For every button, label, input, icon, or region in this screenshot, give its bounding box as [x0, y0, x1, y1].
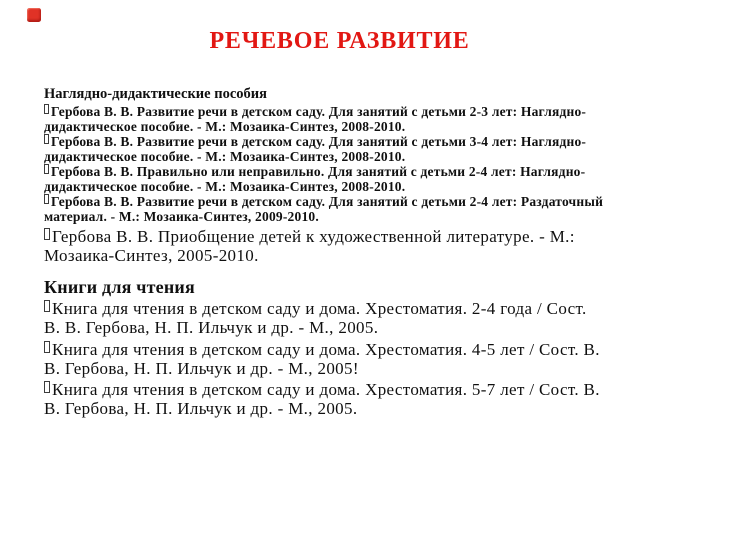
red-corner-marker — [27, 8, 41, 22]
bibliography-item: Гербова В. В. Развитие речи в детском са… — [44, 134, 704, 164]
item-line: дидактическое пособие. - М.: Мозаика-Син… — [44, 148, 406, 164]
bibliography-item: Гербова В. В. Развитие речи в детском са… — [44, 104, 704, 134]
bibliography-item: Книга для чтения в детском саду и дома. … — [44, 340, 704, 378]
item-line: Гербова В. В. Правильно или неправильно.… — [44, 164, 704, 180]
bibliography-item: Гербова В. В. Развитие речи в детском са… — [44, 194, 704, 224]
bullet-box-icon — [44, 381, 50, 393]
bullet-box-icon — [44, 340, 50, 353]
item-line: В. Гербова, Н. П. Ильчук и др. - М., 200… — [44, 358, 359, 378]
item-text: Гербова В. В. Развитие речи в детском са… — [51, 194, 604, 209]
bullet-box-icon — [44, 300, 50, 312]
bullet-box-icon — [44, 194, 49, 204]
item-text: Гербова В. В. Приобщение детей к художес… — [52, 227, 575, 246]
item-line: Гербова В. В. Развитие речи в детском са… — [44, 134, 704, 150]
slide-body: Наглядно-дидактические пособия Гербова В… — [44, 86, 704, 418]
item-line: В. В. Гербова, Н. П. Ильчук и др. - М., … — [44, 318, 379, 337]
item-line: Гербова В. В. Развитие речи в детском са… — [44, 104, 704, 120]
item-line: Гербова В. В. Развитие речи в детском са… — [44, 194, 704, 210]
section-heading-visual-aids: Наглядно-дидактические пособия — [44, 86, 267, 102]
item-text: Гербова В. В. Развитие речи в детском са… — [51, 104, 587, 119]
item-text: Гербова В. В. Правильно или неправильно.… — [51, 164, 586, 179]
item-line: Гербова В. В. Приобщение детей к художес… — [44, 227, 704, 246]
bibliography-item: Книга для чтения в детском саду и дома. … — [44, 380, 704, 418]
section-heading-reading-books: Книги для чтения — [44, 277, 195, 297]
bullet-box-icon — [44, 104, 49, 114]
item-text: Книга для чтения в детском саду и дома. … — [52, 299, 587, 318]
item-text: Книга для чтения в детском саду и дома. … — [52, 339, 600, 359]
item-line: Книга для чтения в детском саду и дома. … — [44, 380, 704, 399]
bibliography-item: Гербова В. В. Приобщение детей к художес… — [44, 227, 704, 265]
slide-title: РЕЧЕВОЕ РАЗВИТИЕ — [209, 28, 470, 54]
bullet-box-icon — [44, 134, 49, 144]
item-text: Книга для чтения в детском саду и дома. … — [52, 380, 600, 399]
item-line: дидактическое пособие. - М.: Мозаика-Син… — [44, 118, 406, 134]
bullet-box-icon — [44, 228, 50, 240]
item-line: дидактическое пособие. - М.: Мозаика-Син… — [44, 178, 406, 194]
bibliography-item: Книга для чтения в детском саду и дома. … — [44, 299, 704, 337]
item-text: Гербова В. В. Развитие речи в детском са… — [51, 134, 587, 149]
bullet-box-icon — [44, 164, 49, 174]
bibliography-item: Гербова В. В. Правильно или неправильно.… — [44, 164, 704, 194]
item-line: Книга для чтения в детском саду и дома. … — [44, 299, 704, 318]
item-line: Книга для чтения в детском саду и дома. … — [44, 340, 704, 359]
item-line: В. Гербова, Н. П. Ильчук и др. - М., 200… — [44, 399, 358, 418]
item-line: материал. - М.: Мозаика-Синтез, 2009-201… — [44, 208, 319, 224]
item-line: Мозаика-Синтез, 2005-2010. — [44, 246, 259, 265]
